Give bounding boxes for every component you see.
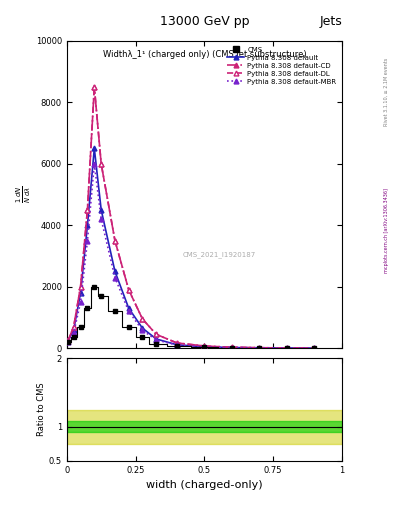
Pythia 8.308 default-MBR bbox=[154, 337, 159, 343]
Pythia 8.308 default-MBR bbox=[257, 345, 262, 351]
Pythia 8.308 default bbox=[140, 325, 145, 331]
Pythia 8.308 default-DL bbox=[285, 345, 289, 351]
Pythia 8.308 default-MBR bbox=[230, 345, 234, 351]
Pythia 8.308 default bbox=[113, 268, 118, 274]
Text: mcplots.cern.ch [arXiv:1306.3436]: mcplots.cern.ch [arXiv:1306.3436] bbox=[384, 188, 389, 273]
Pythia 8.308 default-DL bbox=[99, 161, 104, 167]
Pythia 8.308 default-DL bbox=[85, 207, 90, 213]
Pythia 8.308 default-DL bbox=[154, 331, 159, 337]
Line: Pythia 8.308 default-DL: Pythia 8.308 default-DL bbox=[66, 84, 317, 351]
Pythia 8.308 default-MBR bbox=[202, 344, 207, 350]
Pythia 8.308 default-CD bbox=[174, 340, 179, 346]
Pythia 8.308 default-MBR bbox=[285, 345, 289, 351]
Pythia 8.308 default-CD bbox=[72, 324, 76, 330]
Y-axis label: $\frac{1}{N}\frac{dN}{d\lambda}$: $\frac{1}{N}\frac{dN}{d\lambda}$ bbox=[15, 186, 33, 203]
Y-axis label: Ratio to CMS: Ratio to CMS bbox=[37, 383, 46, 436]
Pythia 8.308 default bbox=[66, 337, 71, 344]
Pythia 8.308 default-DL bbox=[127, 287, 131, 293]
Text: Widthλ_1¹ (charged only) (CMS jet substructure): Widthλ_1¹ (charged only) (CMS jet substr… bbox=[103, 50, 306, 59]
Text: CMS_2021_I1920187: CMS_2021_I1920187 bbox=[182, 251, 255, 258]
Pythia 8.308 default-MBR bbox=[174, 342, 179, 348]
Bar bbox=[67, 421, 342, 432]
Pythia 8.308 default-CD bbox=[257, 345, 262, 351]
Pythia 8.308 default-CD bbox=[202, 343, 207, 349]
Pythia 8.308 default-MBR bbox=[72, 330, 76, 336]
Pythia 8.308 default-DL bbox=[230, 344, 234, 350]
Pythia 8.308 default-CD bbox=[78, 284, 83, 290]
Text: 13000 GeV pp: 13000 GeV pp bbox=[160, 15, 249, 28]
Pythia 8.308 default-MBR bbox=[140, 327, 145, 333]
Pythia 8.308 default-DL bbox=[113, 238, 118, 244]
X-axis label: width (charged-only): width (charged-only) bbox=[146, 480, 263, 490]
Pythia 8.308 default bbox=[85, 222, 90, 228]
Line: Pythia 8.308 default-MBR: Pythia 8.308 default-MBR bbox=[66, 161, 317, 351]
Pythia 8.308 default-CD bbox=[285, 345, 289, 351]
Pythia 8.308 default-DL bbox=[202, 343, 207, 349]
Text: Jets: Jets bbox=[319, 15, 342, 28]
Pythia 8.308 default bbox=[312, 345, 317, 351]
Pythia 8.308 default-MBR bbox=[78, 299, 83, 305]
Pythia 8.308 default-MBR bbox=[312, 345, 317, 351]
Pythia 8.308 default-MBR bbox=[92, 161, 97, 167]
Pythia 8.308 default-DL bbox=[66, 337, 71, 344]
Pythia 8.308 default-CD bbox=[92, 84, 97, 90]
Line: Pythia 8.308 default: Pythia 8.308 default bbox=[66, 146, 317, 351]
Pythia 8.308 default-DL bbox=[92, 84, 97, 90]
Pythia 8.308 default bbox=[202, 344, 207, 350]
Pythia 8.308 default-CD bbox=[99, 161, 104, 167]
Pythia 8.308 default bbox=[154, 336, 159, 342]
Line: Pythia 8.308 default-CD: Pythia 8.308 default-CD bbox=[66, 84, 317, 351]
Pythia 8.308 default bbox=[230, 345, 234, 351]
Pythia 8.308 default-DL bbox=[78, 284, 83, 290]
Pythia 8.308 default-DL bbox=[257, 345, 262, 351]
Pythia 8.308 default-MBR bbox=[127, 308, 131, 314]
Pythia 8.308 default bbox=[257, 345, 262, 351]
Pythia 8.308 default-CD bbox=[140, 316, 145, 322]
Pythia 8.308 default bbox=[92, 145, 97, 152]
Pythia 8.308 default-CD bbox=[66, 337, 71, 344]
Pythia 8.308 default-DL bbox=[72, 324, 76, 330]
Pythia 8.308 default-CD bbox=[85, 207, 90, 213]
Pythia 8.308 default-MBR bbox=[99, 216, 104, 222]
Pythia 8.308 default-MBR bbox=[85, 238, 90, 244]
Pythia 8.308 default-DL bbox=[312, 345, 317, 351]
Pythia 8.308 default-DL bbox=[140, 316, 145, 322]
Pythia 8.308 default-DL bbox=[174, 340, 179, 346]
Bar bbox=[67, 410, 342, 444]
Pythia 8.308 default-CD bbox=[113, 238, 118, 244]
Pythia 8.308 default bbox=[285, 345, 289, 351]
Legend: CMS, Pythia 8.308 default, Pythia 8.308 default-CD, Pythia 8.308 default-DL, Pyt: CMS, Pythia 8.308 default, Pythia 8.308 … bbox=[225, 45, 338, 87]
Pythia 8.308 default-MBR bbox=[66, 339, 71, 345]
Pythia 8.308 default bbox=[72, 327, 76, 333]
Pythia 8.308 default bbox=[127, 305, 131, 311]
Text: Rivet 3.1.10, ≥ 2.1M events: Rivet 3.1.10, ≥ 2.1M events bbox=[384, 58, 389, 126]
Pythia 8.308 default bbox=[174, 342, 179, 348]
Pythia 8.308 default-MBR bbox=[113, 274, 118, 281]
Pythia 8.308 default bbox=[99, 207, 104, 213]
Pythia 8.308 default-CD bbox=[230, 344, 234, 350]
Pythia 8.308 default bbox=[78, 290, 83, 296]
Pythia 8.308 default-CD bbox=[127, 287, 131, 293]
Pythia 8.308 default-CD bbox=[154, 331, 159, 337]
Pythia 8.308 default-CD bbox=[312, 345, 317, 351]
